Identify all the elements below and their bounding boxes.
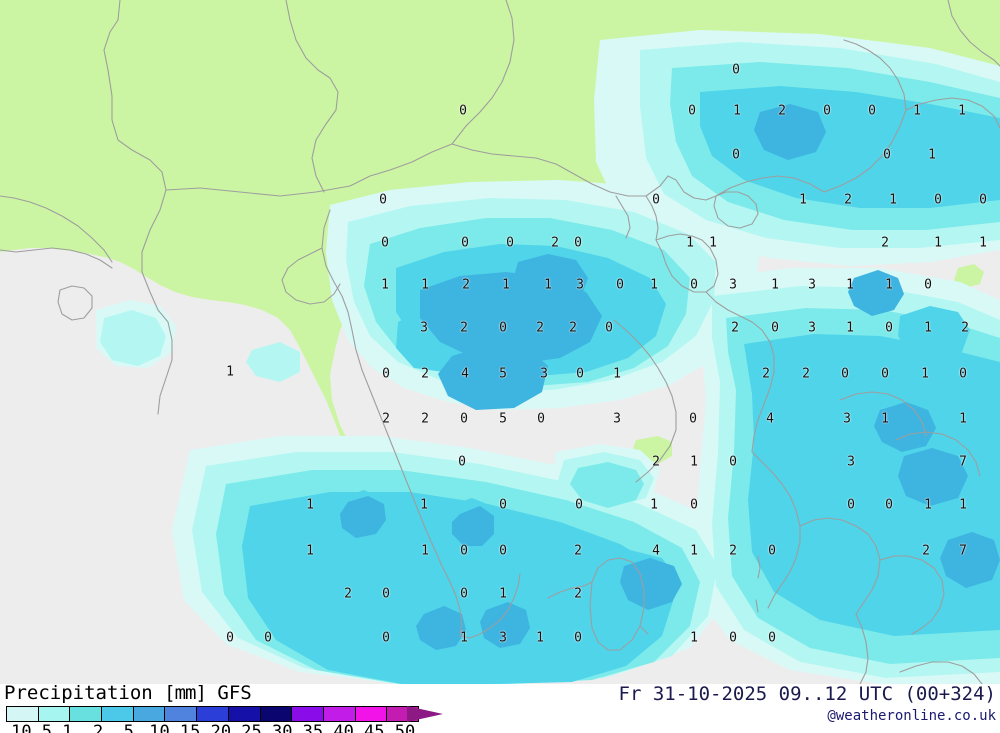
legend-footer: Precipitation [mm] GFS 0.10.512510152025… bbox=[0, 682, 1000, 733]
legend-title: Precipitation [mm] GFS bbox=[4, 682, 252, 704]
legend-tick: 2 bbox=[92, 722, 104, 733]
legend-tick: 25 bbox=[241, 722, 262, 733]
legend-swatch[interactable] bbox=[70, 707, 103, 721]
legend-tick: 30 bbox=[271, 722, 293, 733]
legend-swatch[interactable] bbox=[102, 707, 134, 721]
legend-tick: 0.5 bbox=[21, 722, 53, 733]
legend-parameter-label: Precipitation bbox=[4, 682, 153, 704]
legend-model-label: GFS bbox=[217, 682, 252, 704]
legend-color-bar[interactable] bbox=[6, 706, 419, 722]
map-canvas bbox=[0, 0, 1000, 684]
legend-tick: 35 bbox=[302, 722, 324, 733]
copyright-credit: @weatheronline.co.uk bbox=[827, 708, 996, 724]
legend-swatch[interactable] bbox=[323, 707, 356, 721]
legend-tick: 15 bbox=[179, 722, 201, 733]
legend-tick: 20 bbox=[210, 722, 232, 733]
legend-overflow-arrow bbox=[407, 706, 443, 722]
legend-swatch[interactable] bbox=[292, 707, 324, 721]
legend-swatch[interactable] bbox=[228, 707, 261, 721]
legend-tick: 1 bbox=[62, 722, 73, 733]
legend-swatch[interactable] bbox=[7, 707, 39, 721]
legend-tick: 10 bbox=[149, 722, 170, 733]
borders-layer bbox=[0, 0, 1000, 684]
precipitation-shading bbox=[96, 30, 1000, 684]
legend-swatch[interactable] bbox=[133, 707, 166, 721]
legend-tick: 50 bbox=[394, 722, 416, 733]
legend-tick: 5 bbox=[123, 722, 134, 733]
legend-swatch[interactable] bbox=[355, 707, 388, 721]
legend-tick: 40 bbox=[333, 722, 354, 733]
model-run-timestamp: Fr 31-10-2025 09..12 UTC (00+324) bbox=[618, 683, 997, 705]
legend-swatch[interactable] bbox=[38, 707, 71, 721]
legend-swatch[interactable] bbox=[197, 707, 229, 721]
legend-unit-label: [mm] bbox=[164, 682, 207, 704]
legend-tick: 0.1 bbox=[0, 722, 22, 733]
legend-swatch[interactable] bbox=[260, 707, 293, 721]
legend-tick: 45 bbox=[364, 722, 385, 733]
legend-swatch[interactable] bbox=[165, 707, 198, 721]
